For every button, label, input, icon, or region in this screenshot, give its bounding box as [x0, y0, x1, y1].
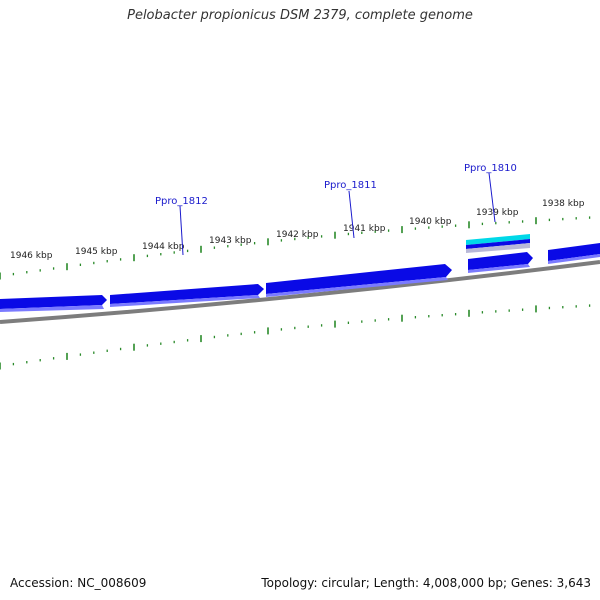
scale-label: 1943 kbp [209, 236, 252, 246]
inner-tick-track [0, 304, 591, 370]
gene-ppro-1810[interactable] [468, 252, 533, 270]
scale-label: 1942 kbp [276, 230, 319, 240]
scale-label: 1940 kbp [409, 217, 452, 227]
gene-ppro-1810-shadow [468, 264, 530, 273]
selected-gene-shadow [466, 243, 530, 253]
selected-gene-highlight[interactable] [466, 234, 530, 245]
gene-segment-5-shadow [548, 254, 600, 264]
genome-title: Pelobacter propionicus DSM 2379, complet… [127, 8, 473, 23]
genome-backbone [0, 260, 600, 324]
gene-label-line-ppro-1810 [488, 172, 496, 223]
scale-labels: 1946 kbp 1945 kbp 1944 kbp 1943 kbp 1942… [10, 199, 585, 261]
scale-label: 1938 kbp [542, 199, 585, 209]
gene-label-line-ppro-1812 [179, 205, 184, 256]
genome-summary: Topology: circular; Length: 4,008,000 bp… [261, 576, 591, 590]
selected-gene-body [466, 239, 530, 249]
gene-segment-5[interactable] [548, 243, 600, 261]
gene-segment-1[interactable] [0, 295, 107, 309]
gene-label-line-ppro-1811 [348, 190, 355, 239]
gene-segment-2[interactable] [110, 284, 264, 304]
gene-label-ppro-1810[interactable]: Ppro_1810 [464, 163, 517, 174]
scale-label: 1939 kbp [476, 208, 519, 218]
outer-tick-track [0, 216, 591, 280]
gene-label-ppro-1812[interactable]: Ppro_1812 [155, 196, 208, 207]
gene-label-ppro-1811[interactable]: Ppro_1811 [324, 180, 377, 191]
scale-label: 1944 kbp [142, 242, 185, 252]
gene-segment-1-shadow [0, 305, 104, 312]
accession-label: Accession: NC_008609 [10, 576, 147, 590]
gene-track[interactable] [0, 234, 600, 312]
scale-label: 1945 kbp [75, 247, 118, 257]
gene-segment-3[interactable] [266, 264, 452, 294]
scale-label: 1946 kbp [10, 251, 53, 261]
gene-labels[interactable]: Ppro_1812 Ppro_1811 Ppro_1810 [155, 163, 517, 256]
gene-segment-2-shadow [110, 295, 260, 307]
scale-label: 1941 kbp [343, 224, 386, 234]
gene-segment-3-shadow [266, 277, 448, 297]
